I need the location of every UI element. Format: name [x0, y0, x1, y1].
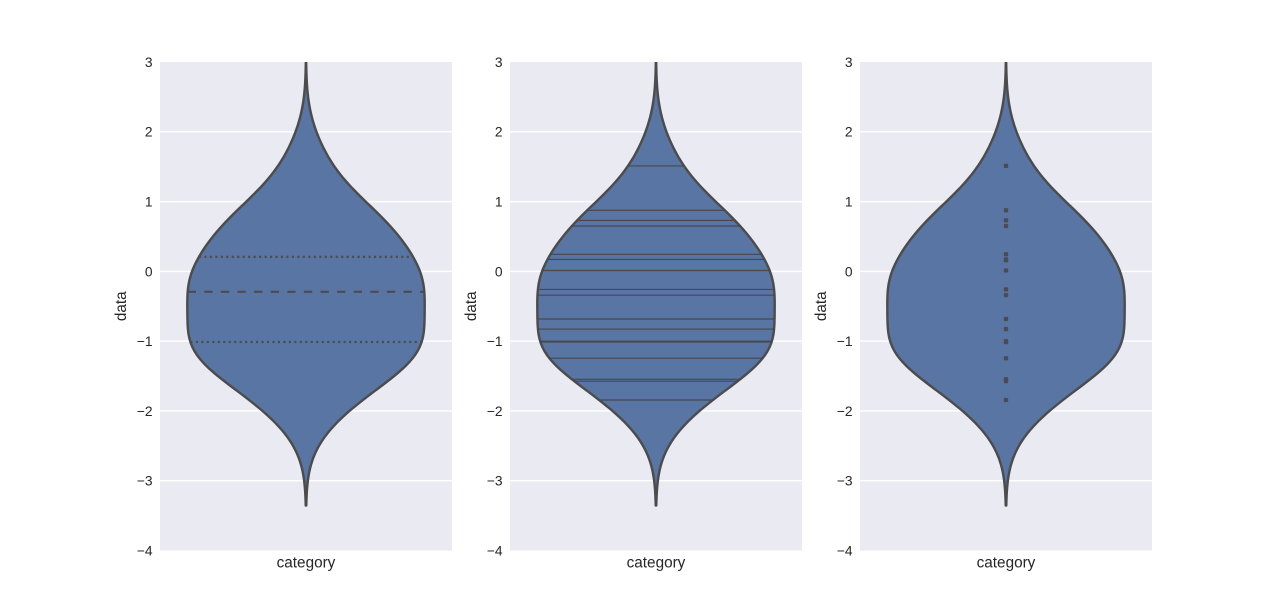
svg-text:−4: −4 [837, 543, 853, 558]
svg-text:−3: −3 [137, 474, 153, 489]
svg-text:−3: −3 [487, 474, 503, 489]
svg-text:3: 3 [495, 55, 503, 70]
svg-text:2: 2 [145, 125, 153, 140]
svg-text:−2: −2 [487, 404, 503, 419]
svg-text:2: 2 [845, 125, 853, 140]
svg-text:−1: −1 [837, 334, 853, 349]
svg-text:1: 1 [495, 195, 503, 210]
svg-text:category: category [627, 555, 686, 572]
svg-text:−1: −1 [487, 334, 503, 349]
svg-text:−3: −3 [837, 474, 853, 489]
svg-text:−4: −4 [137, 543, 153, 558]
svg-text:data: data [463, 291, 480, 321]
svg-text:−1: −1 [137, 334, 153, 349]
svg-text:1: 1 [845, 195, 853, 210]
svg-text:data: data [813, 291, 830, 321]
svg-text:−2: −2 [837, 404, 853, 419]
svg-text:category: category [277, 555, 336, 572]
svg-text:category: category [977, 555, 1036, 572]
svg-text:1: 1 [145, 195, 153, 210]
svg-text:0: 0 [495, 264, 503, 279]
svg-text:−4: −4 [487, 543, 503, 558]
svg-text:3: 3 [145, 55, 153, 70]
svg-text:2: 2 [495, 125, 503, 140]
svg-text:0: 0 [845, 264, 853, 279]
svg-text:0: 0 [145, 264, 153, 279]
svg-text:data: data [113, 291, 130, 321]
svg-text:−2: −2 [137, 404, 153, 419]
svg-text:3: 3 [845, 55, 853, 70]
